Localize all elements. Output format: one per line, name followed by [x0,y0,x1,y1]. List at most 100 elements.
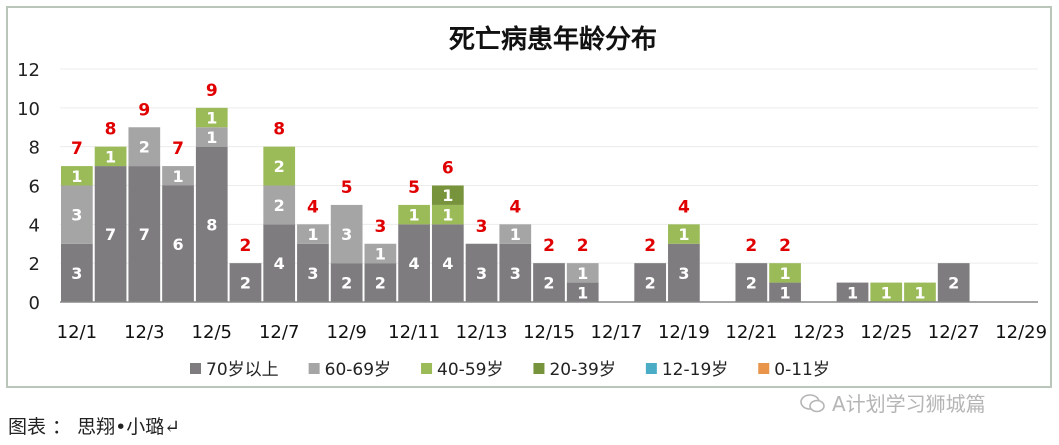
bar-segment [195,146,228,302]
y-tick-label: 12 [17,60,40,81]
segment-label: 2 [240,274,251,293]
segment-label: 1 [779,264,790,283]
bar-segment [330,263,363,302]
bar-segment [364,243,397,264]
bar-segment [297,224,329,244]
total-label: 2 [779,236,791,256]
total-label: 7 [172,139,184,159]
segment-label: 6 [172,235,183,254]
y-tick-label: 0 [29,293,40,314]
segment-label: 2 [746,274,757,293]
total-label: 9 [206,81,218,101]
segment-label: 1 [914,283,925,302]
segment-label: 1 [881,283,892,302]
legend-swatch [308,363,320,374]
x-tick-label: 12/19 [658,322,710,343]
x-tick-label: 12/11 [388,322,440,343]
segment-label: 3 [71,206,82,225]
bar-segment [769,263,801,283]
segment-label: 1 [847,283,858,302]
legend-label: 40-59岁 [437,360,503,380]
segment-label: 1 [105,147,116,166]
segment-label: 1 [409,206,420,225]
bar-segment [431,224,464,302]
bar-segment [870,282,903,302]
total-label: 5 [408,178,420,198]
bar-segment [195,107,228,128]
bar-segment [263,146,296,186]
segment-label: 1 [577,283,588,302]
x-tick-label: 12/15 [523,322,575,343]
bar-segment [162,185,194,302]
segment-label: 2 [341,274,352,293]
segment-label: 2 [543,274,554,293]
total-label: 5 [341,178,353,198]
segment-label: 1 [206,128,217,147]
bar-segment [533,263,565,302]
legend-label: 70岁以上 [206,360,279,380]
x-tick-label: 12/13 [456,322,508,343]
segment-label: 3 [510,264,521,283]
total-label: 4 [509,197,521,217]
stacked-bar-chart: 死亡病患年龄分布 3317718729617811922422831423521… [17,24,1047,380]
figure-caption: 图表 ： 思翔•小璐↵ [8,416,181,438]
segment-label: 1 [172,167,183,186]
bar-segment [634,263,667,302]
total-label: 2 [240,236,252,256]
legend-swatch [758,363,770,374]
segment-label: 3 [341,225,352,244]
legend-swatch [533,363,545,374]
segment-label: 1 [442,206,453,225]
x-tick-label: 12/27 [928,322,980,343]
bar-segment [566,263,599,283]
bar-segment [904,282,936,302]
bar-segment [263,224,296,302]
bar-segment [499,224,532,244]
bar-segment [330,204,363,264]
bar-segment [128,166,161,302]
legend-label: 20-39岁 [549,360,615,380]
total-label: 6 [442,159,454,179]
bar-segment [668,224,700,244]
segment-label: 1 [577,264,588,283]
x-tick-label: 12/23 [793,322,845,343]
y-tick-label: 2 [29,254,40,275]
total-label: 2 [577,236,589,256]
segment-label: 7 [105,225,116,244]
bar-segment [465,243,498,302]
y-tick-label: 8 [29,138,40,159]
x-tick-label: 12/9 [326,322,366,343]
segment-label: 7 [139,225,150,244]
legend-label: 0-11岁 [774,360,830,380]
segment-label: 1 [779,283,790,302]
segment-label: 3 [307,264,318,283]
bar-segment [836,282,869,302]
chart-title: 死亡病患年龄分布 [449,24,657,55]
bar-segment [769,282,801,302]
segment-label: 1 [307,225,318,244]
total-label: 9 [138,100,150,120]
x-tick-label: 12/21 [725,322,777,343]
bar-segment [229,263,262,302]
bar-segment [937,263,970,302]
total-label: 3 [374,217,386,237]
segment-label: 3 [476,264,487,283]
bar-segment [431,185,464,205]
segment-label: 2 [948,274,959,293]
bar-segment [735,263,768,302]
total-label: 2 [644,236,656,256]
segment-label: 8 [206,215,217,234]
total-label: 8 [105,120,117,140]
bar-segment [398,204,430,225]
segment-label: 2 [139,138,150,157]
total-label: 4 [307,197,319,217]
y-tick-label: 4 [29,215,40,236]
segment-label: 2 [274,157,285,176]
bar-segment [263,185,296,225]
x-tick-label: 12/29 [995,322,1047,343]
bar-segment [61,185,93,244]
bar-segment [566,282,599,302]
bar-segment [364,263,397,302]
total-label: 7 [71,139,83,159]
legend-label: 60-69岁 [325,360,391,380]
